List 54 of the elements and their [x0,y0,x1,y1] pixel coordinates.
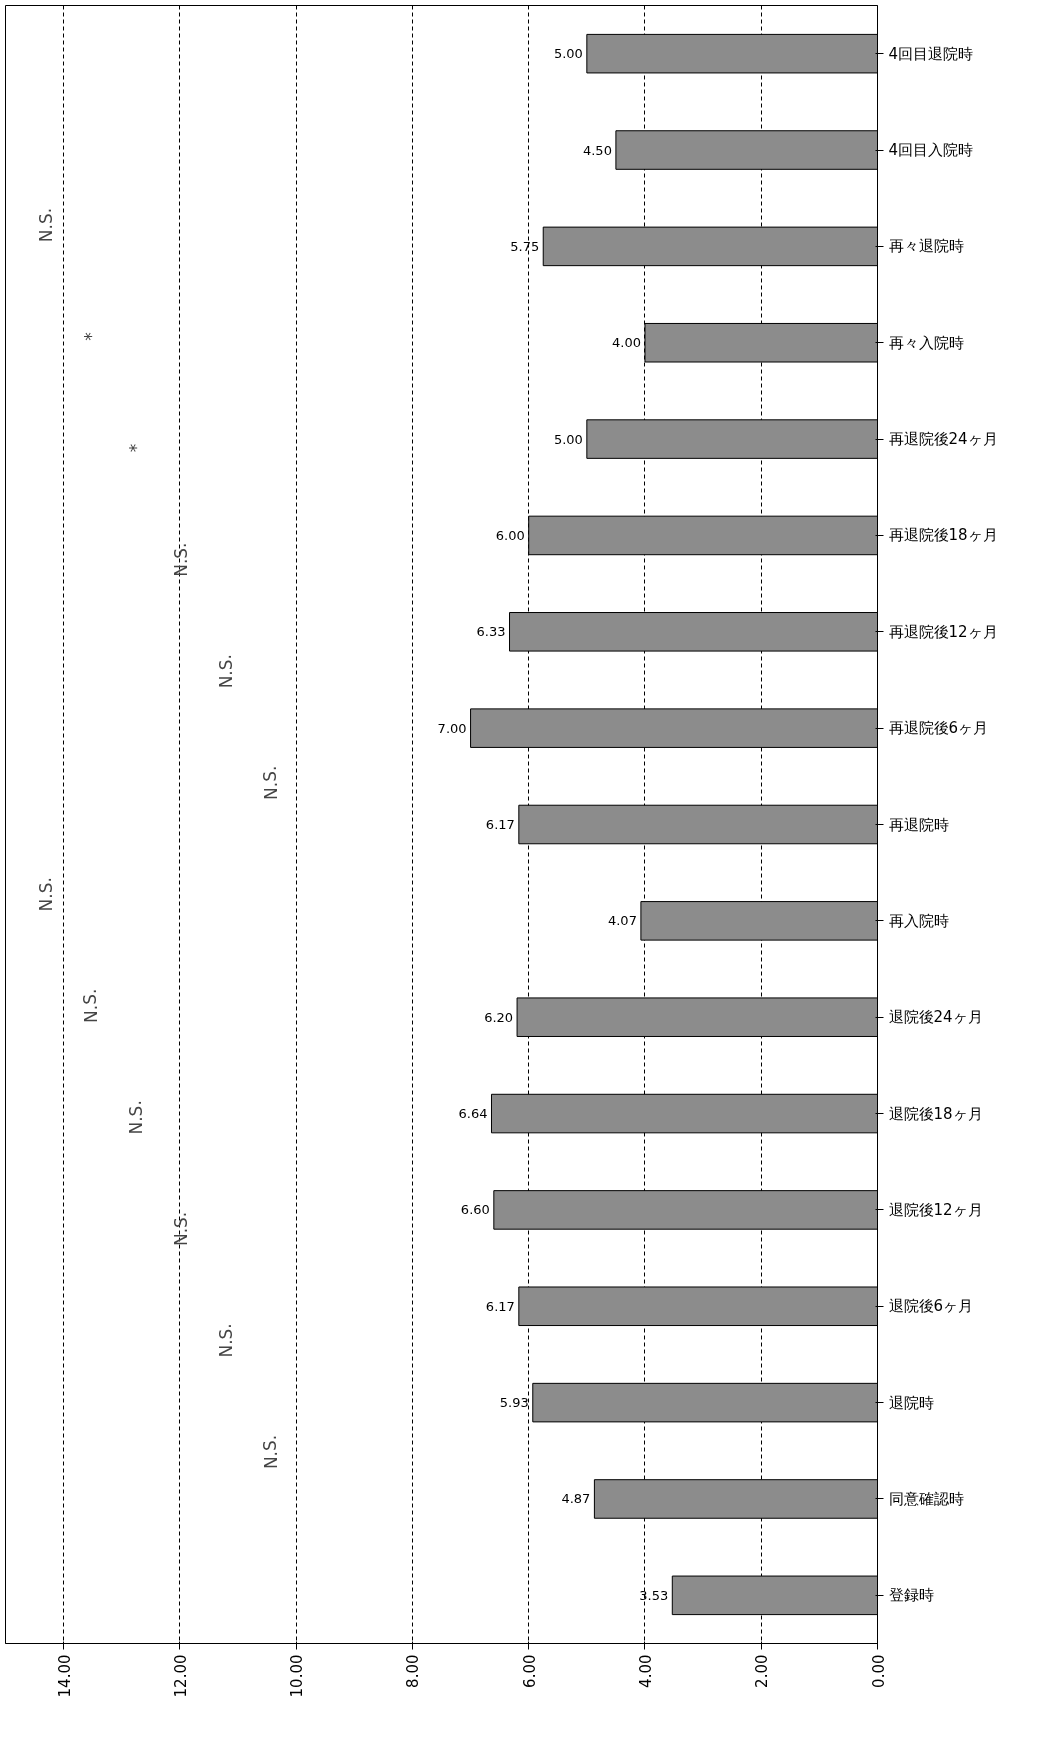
annotation: N.S. [260,765,281,800]
data-label: 6.17 [485,1298,515,1314]
y-tick-label: 4回目退院時 [888,44,974,63]
data-label: 7.00 [437,720,467,736]
annotation: N.S. [260,1434,281,1470]
data-label: 6.20 [484,1009,514,1025]
annotation: N.S. [170,542,191,577]
data-label: 6.00 [495,527,525,543]
data-label: 6.60 [460,1202,490,1218]
annotation: N.S. [215,1323,236,1358]
annotation: N.S. [80,988,101,1023]
y-tick-label: 再退院後6ヶ月 [888,719,989,738]
annotation: * [125,443,146,453]
x-tick-label: 0.00 [869,1654,888,1688]
y-tick-label: 再退院後12ヶ月 [888,622,998,641]
data-label: 6.64 [458,1106,488,1122]
y-tick-label: 再入院時 [888,911,949,930]
y-tick-label: 退院時 [888,1393,934,1412]
annotation: N.S. [215,654,236,689]
data-label: 4.00 [612,335,641,351]
data-label: 6.17 [485,817,515,832]
y-tick-label: 再々入院時 [888,333,964,352]
y-tick-label: 退院後6ヶ月 [888,1297,974,1316]
x-tick-label: 14.00 [55,1654,74,1698]
annotation: N.S. [125,1100,146,1135]
data-label: 5.93 [499,1395,529,1411]
x-tick-label: 12.00 [171,1654,190,1698]
annotation: * [80,332,101,341]
data-label: 5.00 [553,46,583,62]
y-tick-label: 4回目入院時 [888,141,974,160]
y-tick-label: 退院後18ヶ月 [888,1104,983,1123]
y-tick-label: 退院後12ヶ月 [888,1200,983,1219]
x-tick-label: 6.00 [520,1654,539,1688]
data-label: 4.50 [582,142,612,158]
x-tick-label: 8.00 [404,1654,423,1688]
x-tick-label: 10.00 [288,1654,307,1698]
annotation: N.S. [35,207,56,243]
y-tick-label: 再々退院時 [888,237,964,256]
data-label: 5.75 [510,238,540,254]
y-tick-label: 退院後24ヶ月 [888,1008,983,1027]
y-tick-label: 登録時 [888,1586,934,1605]
y-tick-label: 再退院後24ヶ月 [888,430,998,449]
y-tick-label: 再退院時 [888,815,949,834]
data-label: 3.53 [639,1587,669,1603]
data-label: 5.00 [553,431,583,447]
annotation: N.S. [35,877,56,912]
data-label: 6.33 [476,624,506,640]
x-tick-label: 2.00 [753,1654,772,1688]
x-tick-label: 4.00 [636,1654,655,1688]
y-tick-label: 同意確認時 [888,1489,964,1508]
y-tick-label: 再退院後18ヶ月 [888,526,998,545]
annotation: N.S. [170,1211,191,1247]
data-label: 4.87 [561,1491,591,1507]
data-label: 4.07 [607,913,637,929]
